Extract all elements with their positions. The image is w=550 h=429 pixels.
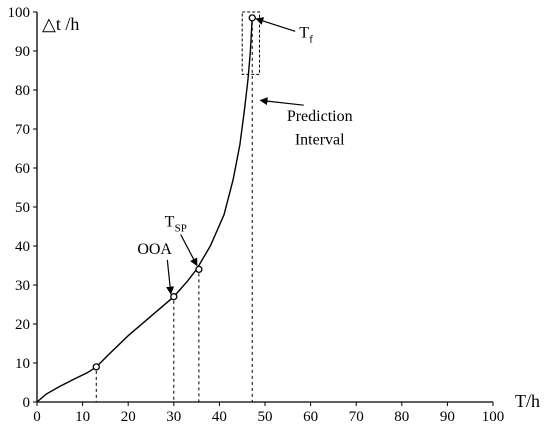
marked-point	[248, 14, 256, 22]
y-tick-label: 80	[15, 83, 30, 99]
x-tick-label: 40	[212, 409, 227, 425]
arrow-tsp	[180, 234, 198, 267]
y-tick-label: 30	[15, 278, 30, 294]
x-tick-label: 90	[440, 409, 455, 425]
marked-point	[92, 363, 100, 371]
x-tick-label: 60	[303, 409, 318, 425]
x-tick-label: 30	[166, 409, 181, 425]
x-tick-label: 100	[482, 409, 505, 425]
annotation-tf-subscript: f	[309, 33, 313, 45]
y-tick-label: 60	[15, 161, 30, 177]
y-axis-title: △t /h	[42, 14, 79, 34]
y-tick-label: 20	[15, 317, 30, 333]
x-axis-title: T/h	[515, 391, 540, 411]
y-tick-label: 70	[15, 122, 30, 138]
annotation-tf: T	[299, 24, 309, 41]
y-tick-label: 10	[15, 356, 30, 372]
x-tick-label: 70	[349, 409, 364, 425]
y-tick-label: 0	[23, 395, 31, 411]
dashed-guides	[95, 21, 253, 402]
y-tick-label: 90	[15, 44, 30, 60]
annotation-tsp-subscript: SP	[175, 223, 187, 235]
x-tick-label: 0	[33, 409, 41, 425]
marked-point	[170, 293, 178, 301]
annotation-tsp: T	[165, 214, 175, 231]
y-tick-label: 100	[8, 5, 31, 21]
annotation-ooa: OOA	[137, 241, 172, 258]
y-tick-label: 50	[15, 200, 30, 216]
y-axis-ticks: 0 10 20 30 40 50 60 70 80 90 100	[8, 5, 37, 411]
annotation-interval: Interval	[295, 132, 345, 149]
x-tick-label: 10	[75, 409, 90, 425]
marked-points	[92, 14, 256, 371]
arrow-ooa	[166, 259, 175, 295]
y-tick-label: 40	[15, 239, 30, 255]
x-tick-label: 50	[258, 409, 273, 425]
annotation-prediction: Prediction	[287, 108, 353, 125]
series-line	[36, 17, 253, 403]
x-axis-ticks: 0 10 20 30 40 50 60 70 80 90 100	[33, 402, 504, 425]
marked-point	[195, 265, 203, 274]
arrow-prediction-interval	[259, 97, 304, 106]
x-tick-label: 80	[394, 409, 409, 425]
x-tick-label: 20	[121, 409, 136, 425]
arrow-tf	[255, 17, 296, 32]
